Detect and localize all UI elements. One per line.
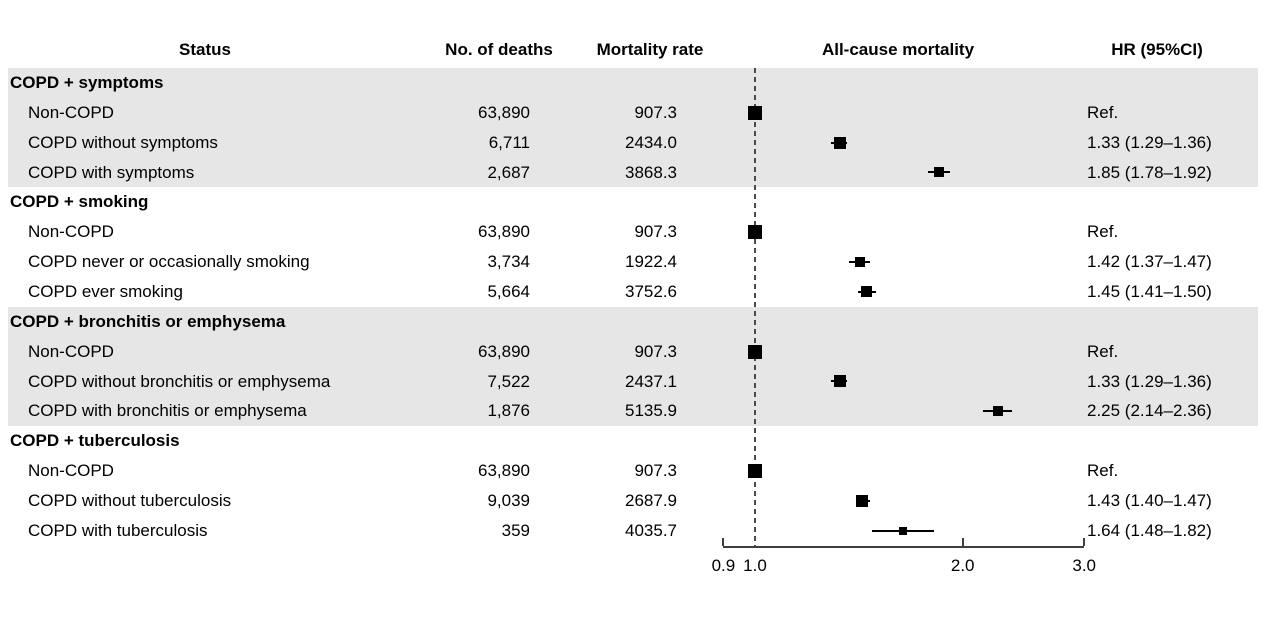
status-cell: COPD never or occasionally smoking <box>28 252 310 272</box>
column-header-status: Status <box>179 40 231 59</box>
group-header-label: COPD + symptoms <box>10 73 164 92</box>
mortality-rate-cell: 907.3 <box>634 102 677 122</box>
deaths-cell: 9,039 <box>487 490 530 510</box>
status-cell: COPD with tuberculosis <box>28 520 208 540</box>
hr-point-marker <box>899 526 908 535</box>
hr-ci-cell: Ref. <box>1087 222 1119 242</box>
mortality-rate-cell: 3868.3 <box>625 162 677 182</box>
hr-ci-cell: 2.25 (2.14–2.36) <box>1087 401 1212 421</box>
hr-ci-cell: 1.33 (1.29–1.36) <box>1087 371 1212 391</box>
x-axis-tick <box>1083 538 1086 546</box>
hr-point-marker <box>748 463 762 478</box>
deaths-cell: 3,734 <box>487 252 530 272</box>
hr-point-marker <box>860 286 872 298</box>
mortality-rate-cell: 3752.6 <box>625 281 677 301</box>
hr-point-marker <box>834 136 847 149</box>
reference-line <box>754 68 756 546</box>
status-cell: COPD without tuberculosis <box>28 490 232 510</box>
mortality-rate-cell: 2434.0 <box>625 132 677 152</box>
group-band <box>8 306 1258 427</box>
x-axis-tick-label: 0.9 <box>711 556 736 575</box>
hr-ci-cell: 1.64 (1.48–1.82) <box>1087 520 1212 540</box>
status-cell: COPD with symptoms <box>28 162 195 182</box>
x-axis-tick <box>722 538 725 546</box>
hr-point-marker <box>855 257 866 268</box>
hr-ci-cell: 1.45 (1.41–1.50) <box>1087 281 1212 301</box>
x-axis-tick-label: 1.0 <box>743 556 767 575</box>
x-axis <box>723 546 1085 548</box>
deaths-cell: 7,522 <box>487 371 530 391</box>
hr-point-marker <box>748 344 762 359</box>
status-cell: COPD without bronchitis or emphysema <box>28 371 331 391</box>
deaths-cell: 6,711 <box>488 132 530 152</box>
group-header-label: COPD + tuberculosis <box>10 431 180 451</box>
column-header-deaths: No. of deaths <box>445 40 553 59</box>
mortality-rate-cell: 2687.9 <box>625 490 677 510</box>
x-axis-tick <box>961 538 964 546</box>
deaths-cell: 359 <box>501 520 530 540</box>
column-header-plot: All-cause mortality <box>821 40 975 59</box>
mortality-rate-cell: 5135.9 <box>625 401 677 421</box>
hr-ci-cell: Ref. <box>1087 461 1119 481</box>
deaths-cell: 63,890 <box>478 222 530 242</box>
column-header-hr: HR (95%CI) <box>1111 40 1203 59</box>
status-cell: Non-COPD <box>28 102 114 122</box>
mortality-rate-cell: 1922.4 <box>625 252 677 272</box>
group-band <box>8 68 1258 188</box>
mortality-rate-cell: 907.3 <box>634 461 677 481</box>
deaths-cell: 63,890 <box>478 461 530 481</box>
hr-point-marker <box>748 105 762 120</box>
mortality-rate-cell: 2437.1 <box>625 371 677 391</box>
hr-point-marker <box>993 406 1003 417</box>
status-cell: COPD with bronchitis or emphysema <box>28 401 307 421</box>
group-header-label: COPD + bronchitis or emphysema <box>10 311 286 331</box>
status-cell: COPD without symptoms <box>28 132 218 152</box>
status-cell: Non-COPD <box>28 222 114 242</box>
hr-point-marker <box>748 225 762 240</box>
deaths-cell: 63,890 <box>478 102 530 122</box>
hr-ci-cell: 1.42 (1.37–1.47) <box>1087 252 1212 272</box>
column-header-rate: Mortality rate <box>596 40 704 59</box>
hr-point-marker <box>934 167 945 178</box>
status-cell: Non-COPD <box>28 461 114 481</box>
deaths-cell: 1,876 <box>487 401 530 421</box>
hr-point-marker <box>834 375 847 388</box>
x-axis-tick-label: 2.0 <box>950 556 975 575</box>
x-axis-tick-label: 3.0 <box>1072 556 1097 575</box>
hr-ci-cell: 1.33 (1.29–1.36) <box>1087 132 1212 152</box>
group-header-label: COPD + smoking <box>10 192 149 212</box>
mortality-rate-cell: 907.3 <box>634 341 677 361</box>
hr-ci-cell: 1.43 (1.40–1.47) <box>1087 490 1212 510</box>
status-cell: COPD ever smoking <box>28 281 183 301</box>
hr-point-marker <box>856 494 869 507</box>
hr-ci-cell: Ref. <box>1087 102 1119 122</box>
deaths-cell: 63,890 <box>478 341 530 361</box>
mortality-rate-cell: 907.3 <box>634 222 677 242</box>
status-cell: Non-COPD <box>28 341 114 361</box>
mortality-rate-cell: 4035.7 <box>625 520 677 540</box>
deaths-cell: 5,664 <box>487 281 530 301</box>
hr-ci-cell: 1.85 (1.78–1.92) <box>1087 162 1212 182</box>
deaths-cell: 2,687 <box>487 162 530 182</box>
hr-ci-cell: Ref. <box>1087 341 1119 361</box>
